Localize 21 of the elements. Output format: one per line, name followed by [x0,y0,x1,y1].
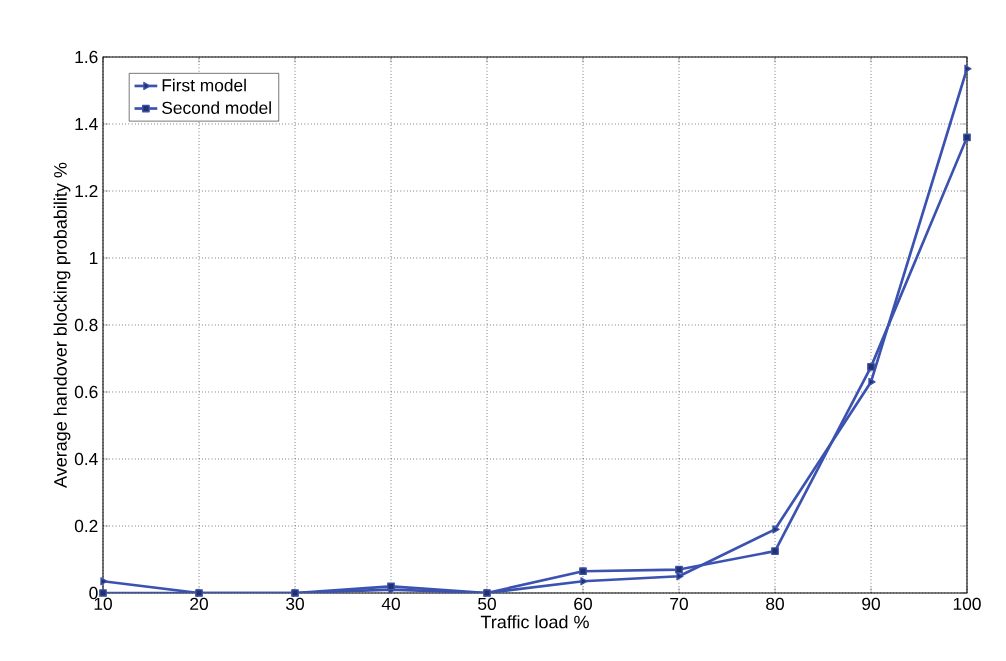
x-tick-label: 60 [574,597,592,610]
legend-label: First model [162,78,246,92]
x-tick-label: 100 [953,597,981,610]
y-tick-label: 0.8 [74,318,98,332]
y-tick-label: 1 [89,252,98,264]
x-tick-label: 90 [862,597,880,610]
x-tick-label: 30 [286,597,304,610]
y-tick-label: 0.6 [74,385,98,399]
y-axis-title: Average handover blocking probability % [53,162,71,488]
x-tick-label: 20 [190,597,208,610]
y-tick-label: 1.2 [75,184,98,198]
y-tick-label: 1.6 [75,50,98,64]
x-tick-label: 40 [381,597,400,610]
legend-label: Second model [162,101,271,114]
x-tick-label: 80 [766,597,784,610]
y-tick-label: 0.2 [74,519,98,533]
y-tick-label: 1.4 [75,118,98,130]
x-tick-label: 70 [670,597,688,610]
y-tick-label: 0.4 [74,452,98,466]
x-tick-label: 50 [478,597,496,610]
x-axis-title: Traffic load % [480,615,589,629]
